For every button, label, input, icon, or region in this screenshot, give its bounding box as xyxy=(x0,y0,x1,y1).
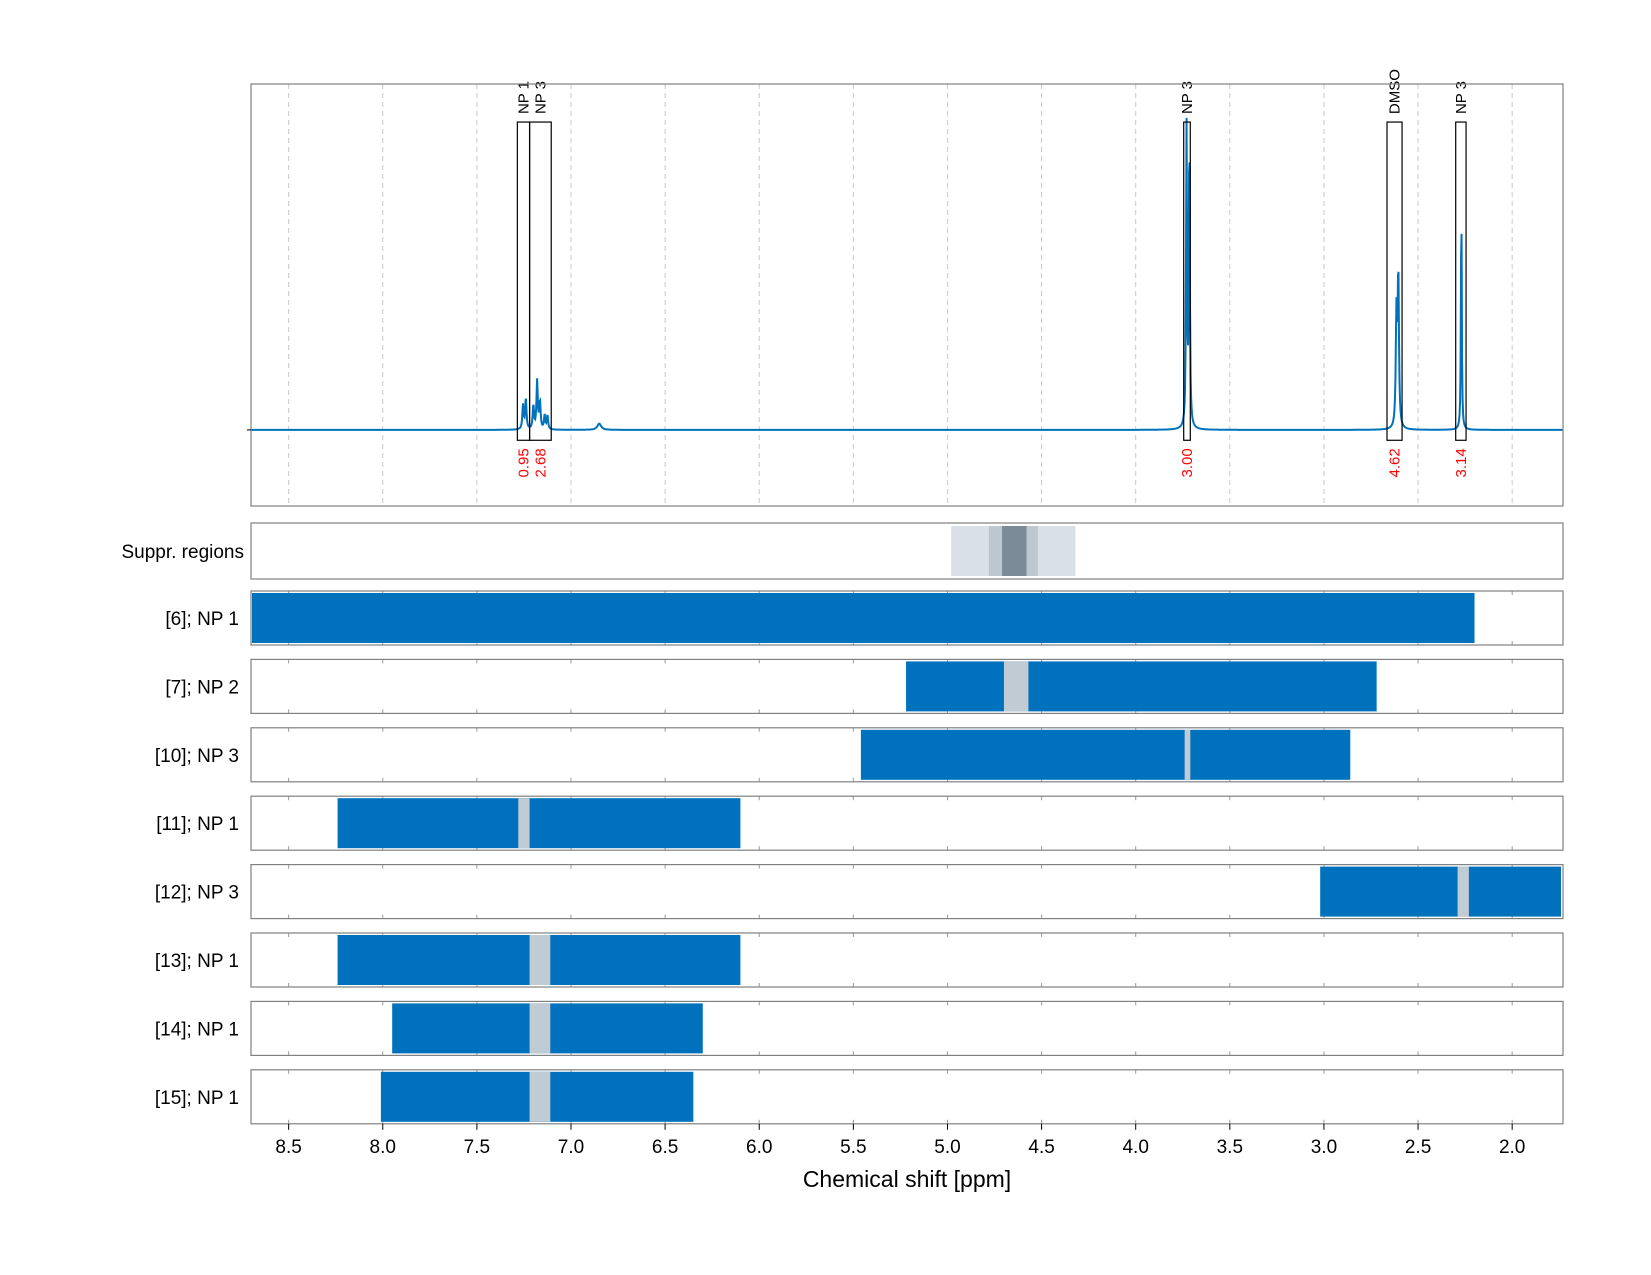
row-label: [14]; NP 1 xyxy=(155,1019,239,1040)
row-frame xyxy=(250,795,1564,851)
row-bar xyxy=(252,593,1475,643)
row-gap xyxy=(1457,866,1469,917)
peak-label: NP 3 xyxy=(532,81,549,114)
peak-label: NP 3 xyxy=(1179,81,1196,114)
integral-label: 3.14 xyxy=(1453,448,1470,477)
row-gap xyxy=(518,798,530,849)
component-row: [14]; NP 1 xyxy=(155,1000,1564,1057)
integral-label: 0.95 xyxy=(515,448,532,477)
row-label: Suppr. regions xyxy=(121,542,244,563)
suppression-frame xyxy=(250,522,1564,580)
x-tick-label: 3.0 xyxy=(1311,1137,1337,1158)
x-tick-label: 8.0 xyxy=(370,1137,396,1158)
x-tick-label: 7.5 xyxy=(464,1137,490,1158)
row-label: [13]; NP 1 xyxy=(155,951,239,972)
row-frame xyxy=(250,932,1564,988)
row-gap xyxy=(529,935,551,985)
row-frame xyxy=(250,727,1564,783)
peak-label: DMSO xyxy=(1387,69,1404,114)
row-gap xyxy=(1003,661,1029,712)
x-axis: 8.5 8.0 7.5 7.0 6.5 6.0 5.5 5.0 4.5 4.0 3.5 3.0 2.5 2… xyxy=(275,1123,1525,1158)
x-tick-label: 8.5 xyxy=(275,1137,301,1158)
integral-label: 2.68 xyxy=(532,448,549,477)
row-gap xyxy=(529,1003,551,1054)
peak-box xyxy=(1183,121,1191,441)
row-label: [12]; NP 3 xyxy=(155,883,239,904)
x-tick-label: 3.5 xyxy=(1217,1137,1243,1158)
peak-box xyxy=(528,121,552,441)
peak-box xyxy=(1386,121,1403,441)
x-tick-label: 4.0 xyxy=(1122,1137,1148,1158)
x-tick-label: 2.0 xyxy=(1499,1137,1525,1158)
spectrum-line xyxy=(251,117,1563,431)
row-bar xyxy=(337,798,741,849)
component-row: [15]; NP 1 xyxy=(155,1069,1564,1125)
row-bar xyxy=(906,661,1377,712)
component-row: [10]; NP 3 xyxy=(155,727,1564,783)
row-frame xyxy=(250,1069,1564,1125)
peak-label: NP 1 xyxy=(515,81,532,114)
row-frame xyxy=(250,590,1564,646)
integral-label: 3.00 xyxy=(1179,448,1196,477)
spectrum-frame xyxy=(250,83,1564,507)
suppression-band xyxy=(1002,526,1027,576)
x-axis-label: Chemical shift [ppm] xyxy=(803,1166,1011,1192)
x-tick-label: 5.5 xyxy=(840,1137,866,1158)
row-gap xyxy=(1184,729,1191,780)
row-label: [10]; NP 3 xyxy=(155,746,239,767)
x-tick-label: 5.0 xyxy=(934,1137,960,1158)
peak-box xyxy=(516,121,531,441)
component-row: [12]; NP 3 xyxy=(155,863,1564,920)
component-rows-panel: [6]; NP 1 [7]; NP 2 [10]; NP 3 [11]; NP 1 [1… xyxy=(155,590,1564,1125)
row-label: [11]; NP 1 xyxy=(156,814,239,835)
row-label: [7]; NP 2 xyxy=(165,677,239,698)
row-label: [6]; NP 1 xyxy=(165,609,239,630)
row-label: [15]; NP 1 xyxy=(155,1088,239,1109)
row-bar xyxy=(1320,866,1561,917)
x-tick-label: 6.5 xyxy=(652,1137,678,1158)
component-row: [11]; NP 1 xyxy=(156,795,1564,851)
row-bar xyxy=(860,729,1351,780)
integral-label: 4.62 xyxy=(1387,448,1404,477)
row-frame xyxy=(250,863,1564,920)
component-row: [7]; NP 2 xyxy=(165,658,1564,715)
x-tick-label: 7.0 xyxy=(558,1137,584,1158)
component-row: [6]; NP 1 xyxy=(165,590,1564,646)
x-tick-label: 4.5 xyxy=(1028,1137,1054,1158)
peak-label: NP 3 xyxy=(1453,81,1470,114)
spectrum-panel: NP 1 0.95 NP 3 2.68 NP 3 3.00 DMSO 4.62 NP 3 3.14 xyxy=(247,69,1564,507)
peak-box xyxy=(1455,121,1467,441)
row-frame xyxy=(250,658,1564,715)
row-frame xyxy=(250,1000,1564,1057)
row-gap xyxy=(529,1071,551,1122)
component-row: [13]; NP 1 xyxy=(155,932,1564,988)
suppression-regions-panel: Suppr. regions xyxy=(121,522,1564,580)
x-tick-label: 6.0 xyxy=(746,1137,772,1158)
x-tick-label: 2.5 xyxy=(1405,1137,1431,1158)
